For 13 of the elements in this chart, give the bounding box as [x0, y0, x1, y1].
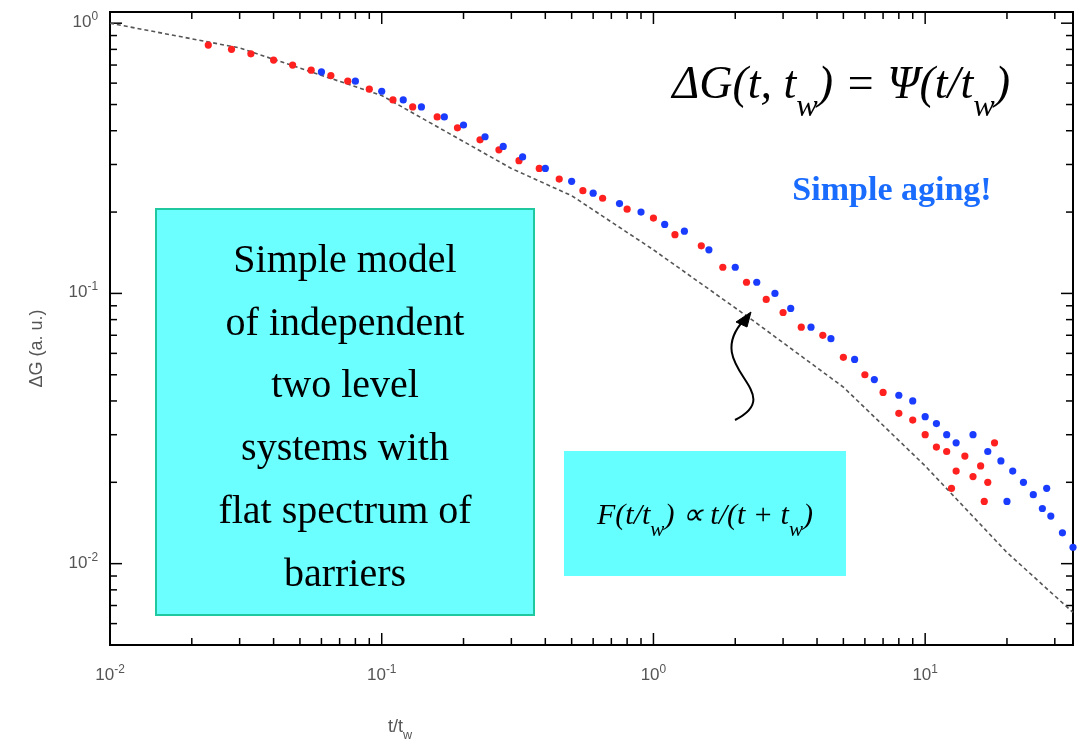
- y-tick-label: 10$^{0}$: [72, 9, 99, 32]
- x-axis-title: t/t$_{w}$: [387, 716, 413, 742]
- annotation: ΔG(t, t$_{w}$) = Ψ(t/t$_{w}$): [670, 57, 1010, 123]
- x-tick-label: 10$^{0}$: [640, 662, 667, 684]
- x-tick-label: 10$^{1}$: [912, 662, 939, 684]
- y-axis-title: ΔG (a. u.): [26, 309, 46, 388]
- y-tick-label: 10$^{-1}$: [68, 279, 99, 302]
- annotation: F(t/t$_{w}$) ∝ t/(t + t$_{w}$): [596, 497, 813, 541]
- y-tick-label: 10$^{-2}$: [68, 549, 99, 572]
- x-tick-label: 10$^{-1}$: [366, 662, 397, 684]
- annotation: Simple model of independent two level systems with flat spectrum of barriers: [218, 236, 473, 595]
- x-tick-label: 10$^{-2}$: [95, 662, 126, 684]
- annotation: Simple aging!: [792, 170, 992, 207]
